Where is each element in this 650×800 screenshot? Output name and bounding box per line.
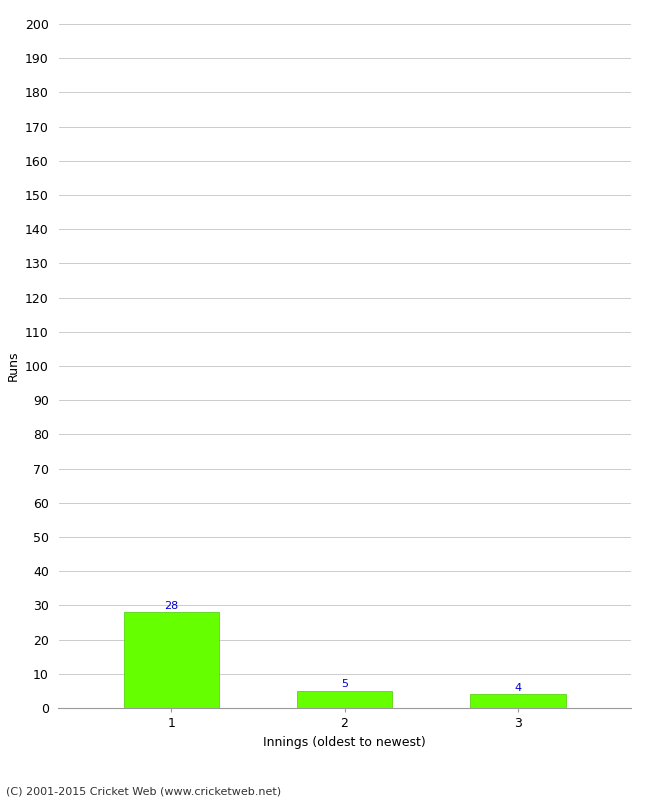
Text: 4: 4 [514, 682, 521, 693]
Text: 5: 5 [341, 679, 348, 689]
Text: (C) 2001-2015 Cricket Web (www.cricketweb.net): (C) 2001-2015 Cricket Web (www.cricketwe… [6, 786, 281, 796]
Bar [297, 691, 392, 708]
Bar [470, 694, 566, 708]
Y-axis label: Runs: Runs [6, 350, 20, 382]
X-axis label: Innings (oldest to newest): Innings (oldest to newest) [263, 735, 426, 749]
Bar [124, 612, 219, 708]
Text: 28: 28 [164, 601, 178, 610]
